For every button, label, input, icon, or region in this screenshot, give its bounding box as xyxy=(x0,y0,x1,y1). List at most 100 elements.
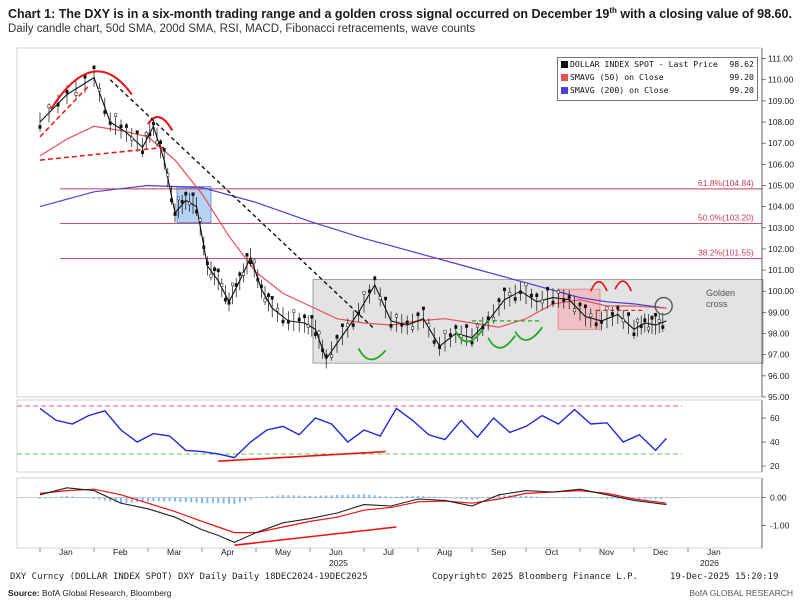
macd-histogram-bar xyxy=(525,495,527,499)
macd-histogram-bar xyxy=(190,497,193,503)
candle-body xyxy=(605,306,609,311)
macd-histogram-bar xyxy=(573,496,576,499)
candle-body xyxy=(373,276,377,281)
macd-histogram-bar xyxy=(357,494,360,499)
month-label: Apr xyxy=(221,547,234,557)
candle-body xyxy=(303,314,307,319)
rsi-y-tick-label: 60 xyxy=(770,413,780,423)
candle-body xyxy=(583,304,587,309)
month-label: May xyxy=(275,547,292,557)
macd-histogram-bar xyxy=(411,496,414,499)
candle-body xyxy=(657,319,661,323)
candle-body xyxy=(654,312,658,317)
macd-histogram-bar xyxy=(681,497,684,499)
macd-histogram-bar xyxy=(211,497,214,504)
macd-histogram-bar xyxy=(568,497,571,499)
candle-body xyxy=(384,296,388,301)
price-y-tick-label: 105.00 xyxy=(768,180,794,190)
macd-histogram-bar xyxy=(546,497,549,499)
candle-body xyxy=(191,192,195,196)
bottom-arc xyxy=(357,347,387,361)
candle-body xyxy=(177,196,181,201)
candle-body xyxy=(297,317,301,322)
head-arc xyxy=(49,70,133,110)
macd-histogram-bar xyxy=(71,496,74,499)
macd-histogram-bar xyxy=(163,497,166,502)
candle-body xyxy=(443,329,447,334)
candle-body xyxy=(38,125,42,129)
macd-histogram-bar xyxy=(93,497,95,499)
macd-histogram-bar xyxy=(141,497,144,502)
macd-histogram-bar xyxy=(309,495,311,499)
macd-histogram-bar xyxy=(282,495,284,499)
candle-body xyxy=(267,293,271,298)
macd-histogram-bar xyxy=(298,495,301,499)
price-y-tick-label: 108.00 xyxy=(768,117,794,127)
macd-histogram-bar xyxy=(600,497,603,499)
month-label: Jun xyxy=(329,547,343,557)
candle-body xyxy=(144,132,148,136)
legend-value-sma200: 99.20 xyxy=(729,85,754,95)
macd-histogram-bar xyxy=(233,497,236,504)
macd-histogram-bar xyxy=(346,494,349,499)
candle-body xyxy=(470,340,474,345)
candle-body xyxy=(252,259,256,264)
candle-body xyxy=(627,312,631,316)
candle-body xyxy=(454,325,458,329)
candle-body xyxy=(263,298,267,303)
candle-body xyxy=(646,326,650,331)
candle-body xyxy=(661,325,665,329)
macd-histogram-bar xyxy=(395,496,398,499)
macd-histogram-bar xyxy=(292,495,295,499)
macd-histogram-bar xyxy=(174,497,176,502)
macd-histogram-bar xyxy=(427,496,430,499)
macd-histogram-bar xyxy=(157,497,160,502)
candle-body xyxy=(486,316,490,320)
macd-histogram-bar xyxy=(120,497,122,504)
year-label: 2026 xyxy=(700,558,719,568)
candle-body xyxy=(546,286,550,291)
candle-body xyxy=(475,323,479,328)
macd-histogram-bar xyxy=(98,497,101,500)
candle-body xyxy=(405,320,409,325)
candle-body xyxy=(65,90,69,94)
macd-histogram-bar xyxy=(643,497,646,499)
macd-histogram-bar xyxy=(168,497,171,502)
candle-body xyxy=(162,148,166,152)
macd-histogram-bar xyxy=(633,497,635,499)
candle-body xyxy=(508,292,512,296)
month-label: Oct xyxy=(545,547,559,557)
rsi-divergence-line xyxy=(218,450,386,462)
macd-histogram-bar xyxy=(373,495,376,499)
macd-histogram-bar xyxy=(249,497,252,500)
candle-body xyxy=(556,290,560,294)
macd-histogram-bar xyxy=(152,497,155,502)
macd-histogram-bar xyxy=(363,494,365,499)
candle-body xyxy=(281,319,285,324)
candle-body xyxy=(389,323,393,328)
candle-body xyxy=(330,354,334,358)
brand-label: BofA GLOBAL RESEARCH xyxy=(689,588,793,598)
candle-body xyxy=(317,330,321,335)
candle-body xyxy=(562,298,566,302)
macd-histogram-bar xyxy=(541,496,544,499)
candle-body xyxy=(351,323,355,327)
fib-level-label: 50.0%(103.20) xyxy=(698,213,754,223)
price-y-tick-label: 98.00 xyxy=(768,329,790,339)
macd-histogram-bar xyxy=(265,496,268,499)
macd-histogram-bar xyxy=(260,497,263,499)
macd-histogram-bar xyxy=(454,497,457,499)
candle-body xyxy=(573,308,577,312)
candle-body xyxy=(108,121,112,125)
candle-body xyxy=(187,201,191,206)
source-text: BofA Global Research, Bloomberg xyxy=(39,588,172,598)
macd-histogram-bar xyxy=(606,497,608,499)
candle-body xyxy=(173,212,177,216)
month-label: Sep xyxy=(491,547,506,557)
candle-body xyxy=(74,92,78,96)
legend-item-price: DOLLAR INDEX SPOT - Last Price 98.62 xyxy=(558,58,757,71)
macd-histogram-bar xyxy=(676,497,679,499)
candle-body xyxy=(362,291,366,295)
candle-body xyxy=(159,140,163,145)
legend-label-sma50: SMAVG (50) on Close xyxy=(570,72,664,82)
